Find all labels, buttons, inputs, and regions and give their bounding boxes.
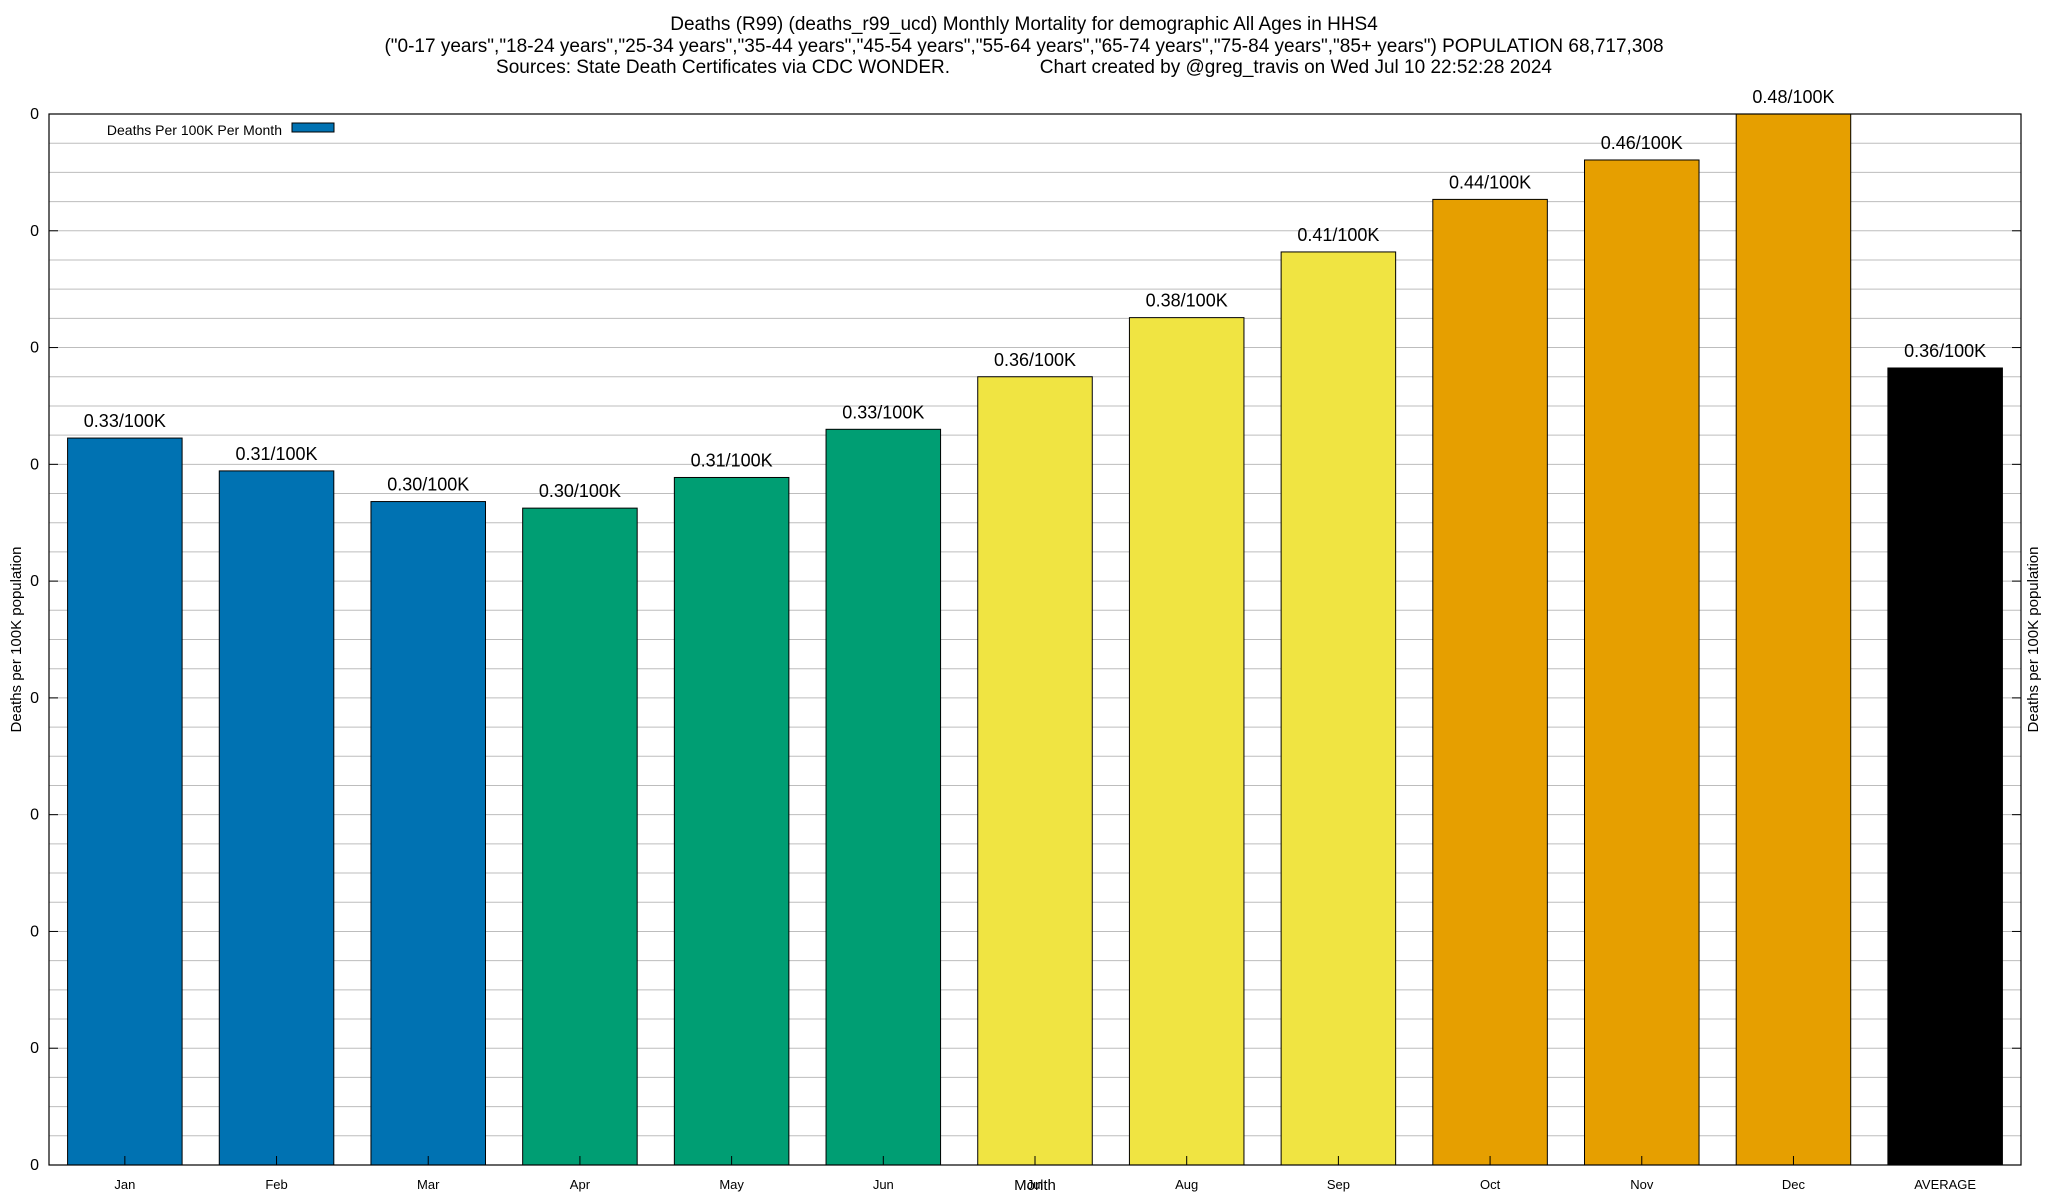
y2-axis-label: Deaths per 100K population [2025, 547, 2042, 733]
bar-sep [1280, 251, 1397, 1166]
data-label-may: 0.31/100K [691, 450, 773, 470]
bar-nov [1584, 159, 1700, 1166]
legend: Deaths Per 100K Per Month [107, 122, 335, 138]
x-tick-label: Nov [1630, 1177, 1654, 1192]
data-label-nov: 0.46/100K [1601, 133, 1683, 153]
bar-series [67, 113, 2003, 1166]
x-tick-label: Dec [1782, 1177, 1806, 1192]
bar-jul [977, 376, 1093, 1166]
data-label-dec: 0.48/100K [1752, 87, 1834, 107]
x-tick-label: Aug [1175, 1177, 1198, 1192]
y-axis-label: Deaths per 100K population [8, 547, 25, 733]
y-axis-ticks: 0 0 0 0 0 0 0 0 0 0 [30, 106, 2021, 1174]
x-tick-label: Mar [417, 1177, 440, 1192]
bar-feb [218, 470, 335, 1166]
y-tick-label: 0 [30, 1157, 39, 1174]
data-label-feb: 0.31/100K [235, 444, 317, 464]
x-tick-label: Jul [1027, 1177, 1044, 1192]
chart-title: Deaths (R99) (deaths_r99_ucd) Monthly Mo… [384, 14, 1663, 78]
bar-dec [1735, 113, 1852, 1166]
bar-oct [1432, 198, 1548, 1166]
title-line-3: Sources: State Death Certificates via CD… [496, 57, 1552, 78]
plot-frame [48, 113, 2022, 1166]
x-tick-label: Jan [114, 1177, 135, 1192]
x-axis-label: Month [1014, 1177, 1056, 1194]
bar-average [1887, 367, 2003, 1166]
legend-label: Deaths Per 100K Per Month [107, 122, 282, 138]
x-tick-label: Jun [873, 1177, 894, 1192]
bar-jun [825, 428, 942, 1166]
bar-apr [522, 507, 638, 1166]
x-tick-label: May [719, 1177, 744, 1192]
y-tick-label: 0 [30, 690, 39, 707]
title-line-2: ("0-17 years","18-24 years","25-34 years… [384, 36, 1663, 57]
y-tick-label: 0 [30, 923, 39, 940]
legend-swatch [291, 122, 335, 133]
bar-may [673, 476, 790, 1166]
data-label-oct: 0.44/100K [1449, 172, 1531, 192]
data-label-jul: 0.36/100K [994, 350, 1076, 370]
data-labels: 0.33/100K 0.31/100K 0.30/100K 0.30/100K 0.31… [84, 87, 1986, 501]
data-label-sep: 0.41/100K [1297, 225, 1379, 245]
data-label-average: 0.36/100K [1904, 341, 1986, 361]
x-tick-label: Sep [1327, 1177, 1350, 1192]
y-tick-label: 0 [30, 807, 39, 824]
data-label-apr: 0.30/100K [539, 481, 621, 501]
y-tick-label: 0 [30, 223, 39, 240]
x-tick-label: Apr [570, 1177, 591, 1192]
x-tick-label: Feb [265, 1177, 287, 1192]
y-tick-label: 0 [30, 456, 39, 473]
bar-aug [1128, 317, 1245, 1166]
title-line-1: Deaths (R99) (deaths_r99_ucd) Monthly Mo… [670, 14, 1378, 35]
bar-mar [370, 501, 486, 1166]
data-label-jun: 0.33/100K [842, 402, 924, 422]
y-tick-label: 0 [30, 106, 39, 123]
x-tick-label: Oct [1480, 1177, 1501, 1192]
y-tick-label: 0 [30, 573, 39, 590]
data-label-mar: 0.30/100K [387, 475, 469, 495]
bar-jan [67, 437, 183, 1166]
x-tick-label: AVERAGE [1914, 1177, 1976, 1192]
data-label-jan: 0.33/100K [84, 411, 166, 431]
data-label-aug: 0.38/100K [1146, 291, 1228, 311]
y-tick-label: 0 [30, 340, 39, 357]
x-axis-ticks: Jan Feb Mar Apr May Jun Jul Aug Sep Oct Nov Dec AVER… [114, 1156, 1976, 1192]
y-tick-label: 0 [30, 1040, 39, 1057]
